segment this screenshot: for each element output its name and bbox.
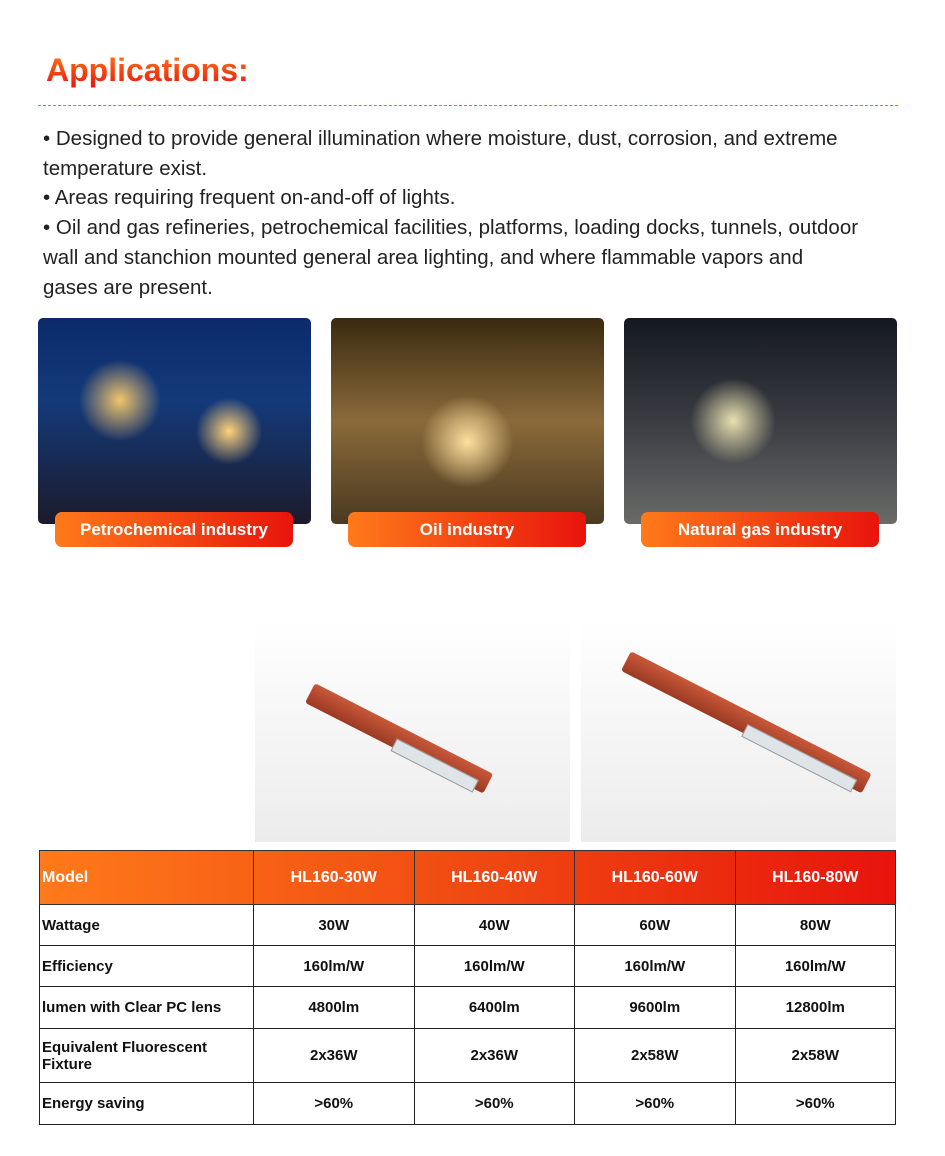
- product-image-short: [255, 620, 570, 842]
- header-cell: HL160-60W: [574, 850, 736, 905]
- header-cell: HL160-30W: [253, 850, 415, 905]
- table-cell: 2x58W: [574, 1028, 736, 1083]
- table-row: Wattage 30W 40W 60W 80W: [39, 904, 896, 946]
- bullet-item: • Oil and gas refineries, petrochemical …: [43, 216, 859, 299]
- spec-table: Model HL160-30W HL160-40W HL160-60W HL16…: [39, 850, 896, 1125]
- table-cell: 160lm/W: [734, 945, 896, 987]
- oil-industry-photo: [331, 318, 604, 524]
- divider: [38, 105, 898, 106]
- table-cell: Efficiency: [39, 945, 254, 987]
- table-cell: 9600lm: [574, 986, 736, 1029]
- table-cell: Wattage: [39, 904, 254, 946]
- natural-gas-photo: [624, 318, 897, 524]
- petrochemical-photo: [38, 318, 311, 524]
- table-cell: 60W: [574, 904, 736, 946]
- table-cell: 4800lm: [253, 986, 415, 1029]
- table-cell: >60%: [253, 1082, 415, 1125]
- bullet-item: • Designed to provide general illuminati…: [43, 127, 838, 180]
- table-cell: 160lm/W: [574, 945, 736, 987]
- table-cell: 160lm/W: [253, 945, 415, 987]
- table-cell: 80W: [734, 904, 896, 946]
- product-image-long: [581, 620, 896, 842]
- table-cell: >60%: [734, 1082, 896, 1125]
- application-label: Oil industry: [348, 512, 586, 547]
- bullet-item: • Areas requiring frequent on-and-off of…: [43, 186, 456, 210]
- table-cell: >60%: [574, 1082, 736, 1125]
- table-cell: 2x36W: [253, 1028, 415, 1083]
- table-row: lumen with Clear PC lens 4800lm 6400lm 9600…: [39, 986, 896, 1029]
- table-row: Energy saving >60% >60% >60% >60%: [39, 1082, 896, 1125]
- table-cell: 30W: [253, 904, 415, 946]
- table-cell: 40W: [413, 904, 575, 946]
- application-label: Petrochemical industry: [55, 512, 293, 547]
- table-cell: 2x58W: [734, 1028, 896, 1083]
- header-cell: Model: [39, 850, 254, 905]
- table-cell: Energy saving: [39, 1082, 254, 1125]
- header-cell: HL160-40W: [413, 850, 575, 905]
- application-label: Natural gas industry: [641, 512, 879, 547]
- header-cell: HL160-80W: [734, 850, 896, 905]
- table-cell: Equivalent Fluorescent Fixture: [39, 1028, 254, 1083]
- table-cell: >60%: [413, 1082, 575, 1125]
- table-row: Efficiency 160lm/W 160lm/W 160lm/W 160lm/W: [39, 945, 896, 987]
- table-cell: 6400lm: [413, 986, 575, 1029]
- table-cell: 12800lm: [734, 986, 896, 1029]
- table-cell: 2x36W: [413, 1028, 575, 1083]
- bullet-list: • Designed to provide general illuminati…: [43, 124, 863, 302]
- table-cell: lumen with Clear PC lens: [39, 986, 254, 1029]
- table-cell: 160lm/W: [413, 945, 575, 987]
- page-title: Applications:: [46, 52, 249, 88]
- table-header-row: Model HL160-30W HL160-40W HL160-60W HL16…: [39, 850, 896, 905]
- table-row: Equivalent Fluorescent Fixture 2x36W 2x36W…: [39, 1028, 896, 1083]
